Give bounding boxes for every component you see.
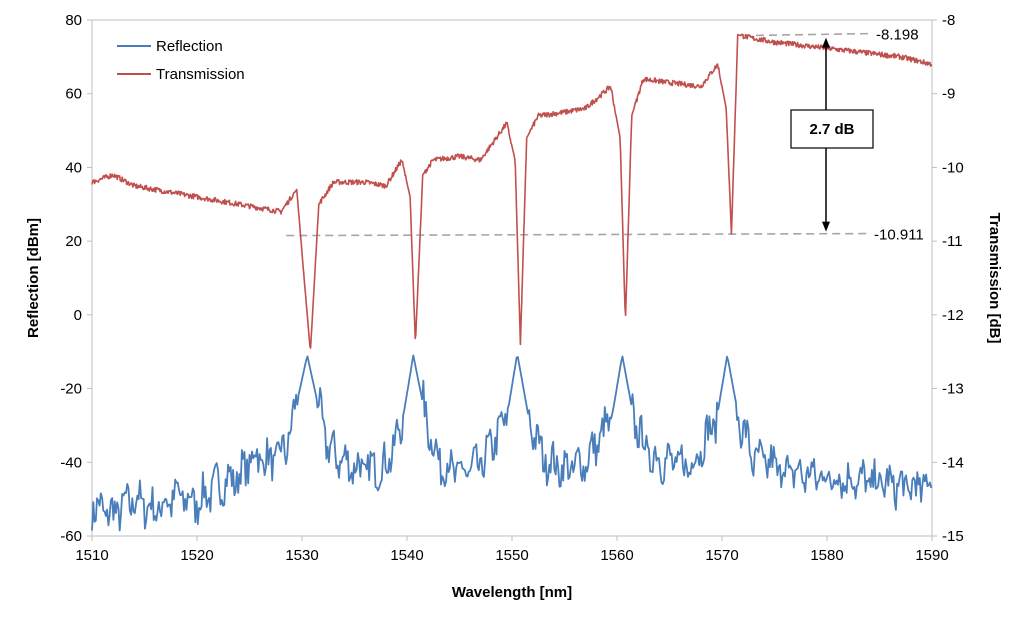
right-tick-label: -8: [942, 12, 955, 29]
x-tick-label: 1550: [495, 547, 528, 564]
x-tick-label: 1590: [915, 547, 948, 564]
left-tick-label: 60: [65, 86, 82, 103]
annotation-text: 2.7 dB: [809, 121, 854, 138]
left-tick-label: 20: [65, 233, 82, 250]
right-tick-label: -14: [942, 454, 964, 471]
right-tick-label: -11: [942, 233, 963, 250]
left-axis-ticks: -60 -40 -20 0 20 40 60 80: [60, 12, 92, 545]
x-axis-ticks: 1510 1520 1530 1540 1550 1560 1570 1580 1590: [75, 536, 949, 564]
y-right-axis-title: Transmission [dB]: [986, 213, 1003, 344]
reference-line-bottom: [286, 232, 871, 237]
right-tick-label: -12: [942, 307, 964, 324]
annotation-arrowhead-bottom: [822, 221, 830, 232]
series-lines: [91, 33, 933, 532]
annotation-arrowhead-top: [822, 37, 830, 48]
reference-label-bottom: -10.911: [874, 227, 924, 244]
x-tick-label: 1530: [285, 547, 318, 564]
x-axis-title: Wavelength [nm]: [452, 584, 572, 601]
left-tick-label: 40: [65, 159, 82, 176]
legend-label-reflection: Reflection: [156, 38, 223, 55]
y-left-axis-title: Reflection [dBm]: [25, 218, 42, 338]
left-tick-label: 80: [65, 12, 82, 29]
annotation-box: [790, 109, 874, 149]
left-tick-label: -60: [60, 528, 82, 545]
left-tick-label: -20: [60, 381, 82, 398]
right-tick-label: -9: [942, 86, 955, 103]
x-tick-label: 1540: [390, 547, 423, 564]
x-tick-label: 1520: [180, 547, 213, 564]
reference-lines: -8.198 -10.911: [286, 27, 924, 244]
x-tick-label: 1580: [810, 547, 843, 564]
right-tick-label: -10: [942, 159, 964, 176]
x-tick-label: 1510: [75, 547, 108, 564]
series-line-transmission: [91, 33, 933, 349]
reference-label-top: -8.198: [876, 27, 919, 44]
left-tick-label: 0: [74, 307, 82, 324]
reference-line-top: [742, 32, 871, 37]
left-tick-label: -40: [60, 454, 82, 471]
x-tick-label: 1570: [705, 547, 738, 564]
delta-annotation: 2.7 dB: [790, 37, 874, 232]
right-axis-ticks: -15 -14 -13 -12 -11 -10 -9 -8: [932, 12, 964, 545]
legend-label-transmission: Transmission: [156, 66, 245, 83]
series-line-reflection: [91, 354, 933, 532]
right-tick-label: -15: [942, 528, 964, 545]
right-tick-label: -13: [942, 381, 964, 398]
legend: Reflection Transmission: [117, 38, 245, 83]
x-tick-label: 1560: [600, 547, 633, 564]
